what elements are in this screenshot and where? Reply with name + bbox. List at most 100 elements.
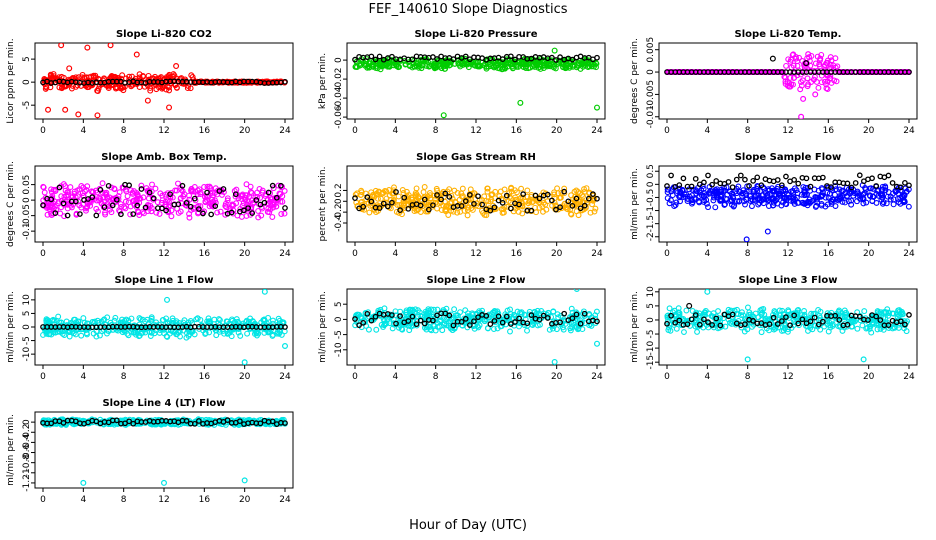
y-axis-label: ml/min per min. <box>630 291 640 363</box>
outlier-point <box>805 51 812 58</box>
x-tick-label: 4 <box>704 372 710 382</box>
point <box>507 328 513 335</box>
point-black <box>208 211 215 218</box>
point <box>259 187 266 194</box>
outlier-point <box>84 44 91 51</box>
point <box>477 314 484 321</box>
point-black <box>475 314 481 321</box>
x-tick-label: 0 <box>664 249 670 259</box>
point <box>366 209 373 216</box>
point <box>898 308 905 315</box>
point <box>180 193 187 200</box>
point <box>524 327 530 334</box>
x-tick-label: 24 <box>591 372 603 382</box>
point <box>420 202 427 209</box>
point <box>559 203 566 210</box>
x-tick-label: 20 <box>863 126 875 136</box>
point <box>243 181 250 188</box>
point <box>818 201 825 207</box>
point-black <box>664 183 670 189</box>
y-axis-label: ml/min per min. <box>6 291 16 363</box>
point <box>761 311 768 318</box>
point-black <box>360 203 367 210</box>
point <box>156 329 163 336</box>
point-black <box>729 184 736 191</box>
x-tick-label: 24 <box>279 372 291 382</box>
y-tick-label: 0 <box>646 69 656 75</box>
point-black <box>754 174 761 181</box>
x-tick-label: 24 <box>903 126 915 136</box>
point <box>572 201 579 208</box>
point <box>117 201 124 208</box>
y-axis-label: degrees C per min. <box>630 38 640 124</box>
point <box>482 318 488 324</box>
x-tick-label: 20 <box>239 249 251 259</box>
point <box>866 192 873 199</box>
point <box>136 212 143 219</box>
point <box>496 65 503 72</box>
point <box>491 64 498 71</box>
point <box>890 196 897 203</box>
point <box>830 197 837 203</box>
point-black <box>101 204 108 210</box>
point <box>216 317 223 323</box>
point <box>266 209 273 216</box>
point <box>450 314 457 321</box>
point <box>831 191 838 198</box>
point <box>201 184 208 190</box>
outlier-point <box>94 112 101 119</box>
point <box>749 323 755 330</box>
x-tick-label: 16 <box>823 126 835 136</box>
y-tick-label: -1 <box>22 468 32 477</box>
point <box>217 208 224 215</box>
point-black <box>376 53 383 60</box>
point <box>184 85 191 92</box>
point-black <box>508 53 514 60</box>
point <box>205 319 212 326</box>
point-black <box>906 182 912 189</box>
point <box>587 209 594 216</box>
point <box>504 307 511 314</box>
point <box>471 325 478 332</box>
point <box>395 320 402 327</box>
point <box>102 190 109 197</box>
point <box>485 63 492 70</box>
point <box>674 69 681 76</box>
point <box>175 180 181 187</box>
outlier-point <box>166 104 173 111</box>
point <box>575 325 582 332</box>
point <box>731 202 738 209</box>
point-black <box>729 311 736 318</box>
outlier-point <box>812 91 819 98</box>
x-tick-label: 16 <box>199 249 211 259</box>
point-black <box>737 172 744 179</box>
y-tick-label: -0.01 <box>646 105 656 128</box>
point <box>153 86 160 93</box>
point <box>836 196 843 203</box>
outlier-point <box>593 340 600 347</box>
y-axis-label: ml/min per min. <box>6 414 16 486</box>
point <box>225 330 231 337</box>
point-black <box>532 192 539 199</box>
point-black <box>750 178 756 184</box>
panel-title: Slope Line 1 Flow <box>115 275 214 286</box>
point <box>518 185 525 192</box>
point-black <box>869 175 875 182</box>
point <box>829 323 836 329</box>
point <box>206 318 213 325</box>
y-axis-label: degrees C per min. <box>6 161 16 247</box>
point-black <box>466 322 473 328</box>
point-black <box>799 316 806 323</box>
y-tick-label: -5 <box>22 101 32 110</box>
point <box>562 64 569 70</box>
point <box>795 307 802 313</box>
point <box>175 209 182 216</box>
y-tick-label: -2 <box>646 232 656 241</box>
point <box>221 330 228 337</box>
point-black <box>200 210 206 217</box>
point <box>744 304 751 311</box>
point <box>173 318 180 325</box>
x-tick-label: 8 <box>121 126 127 136</box>
point <box>540 199 547 206</box>
x-tick-label: 20 <box>551 249 563 259</box>
